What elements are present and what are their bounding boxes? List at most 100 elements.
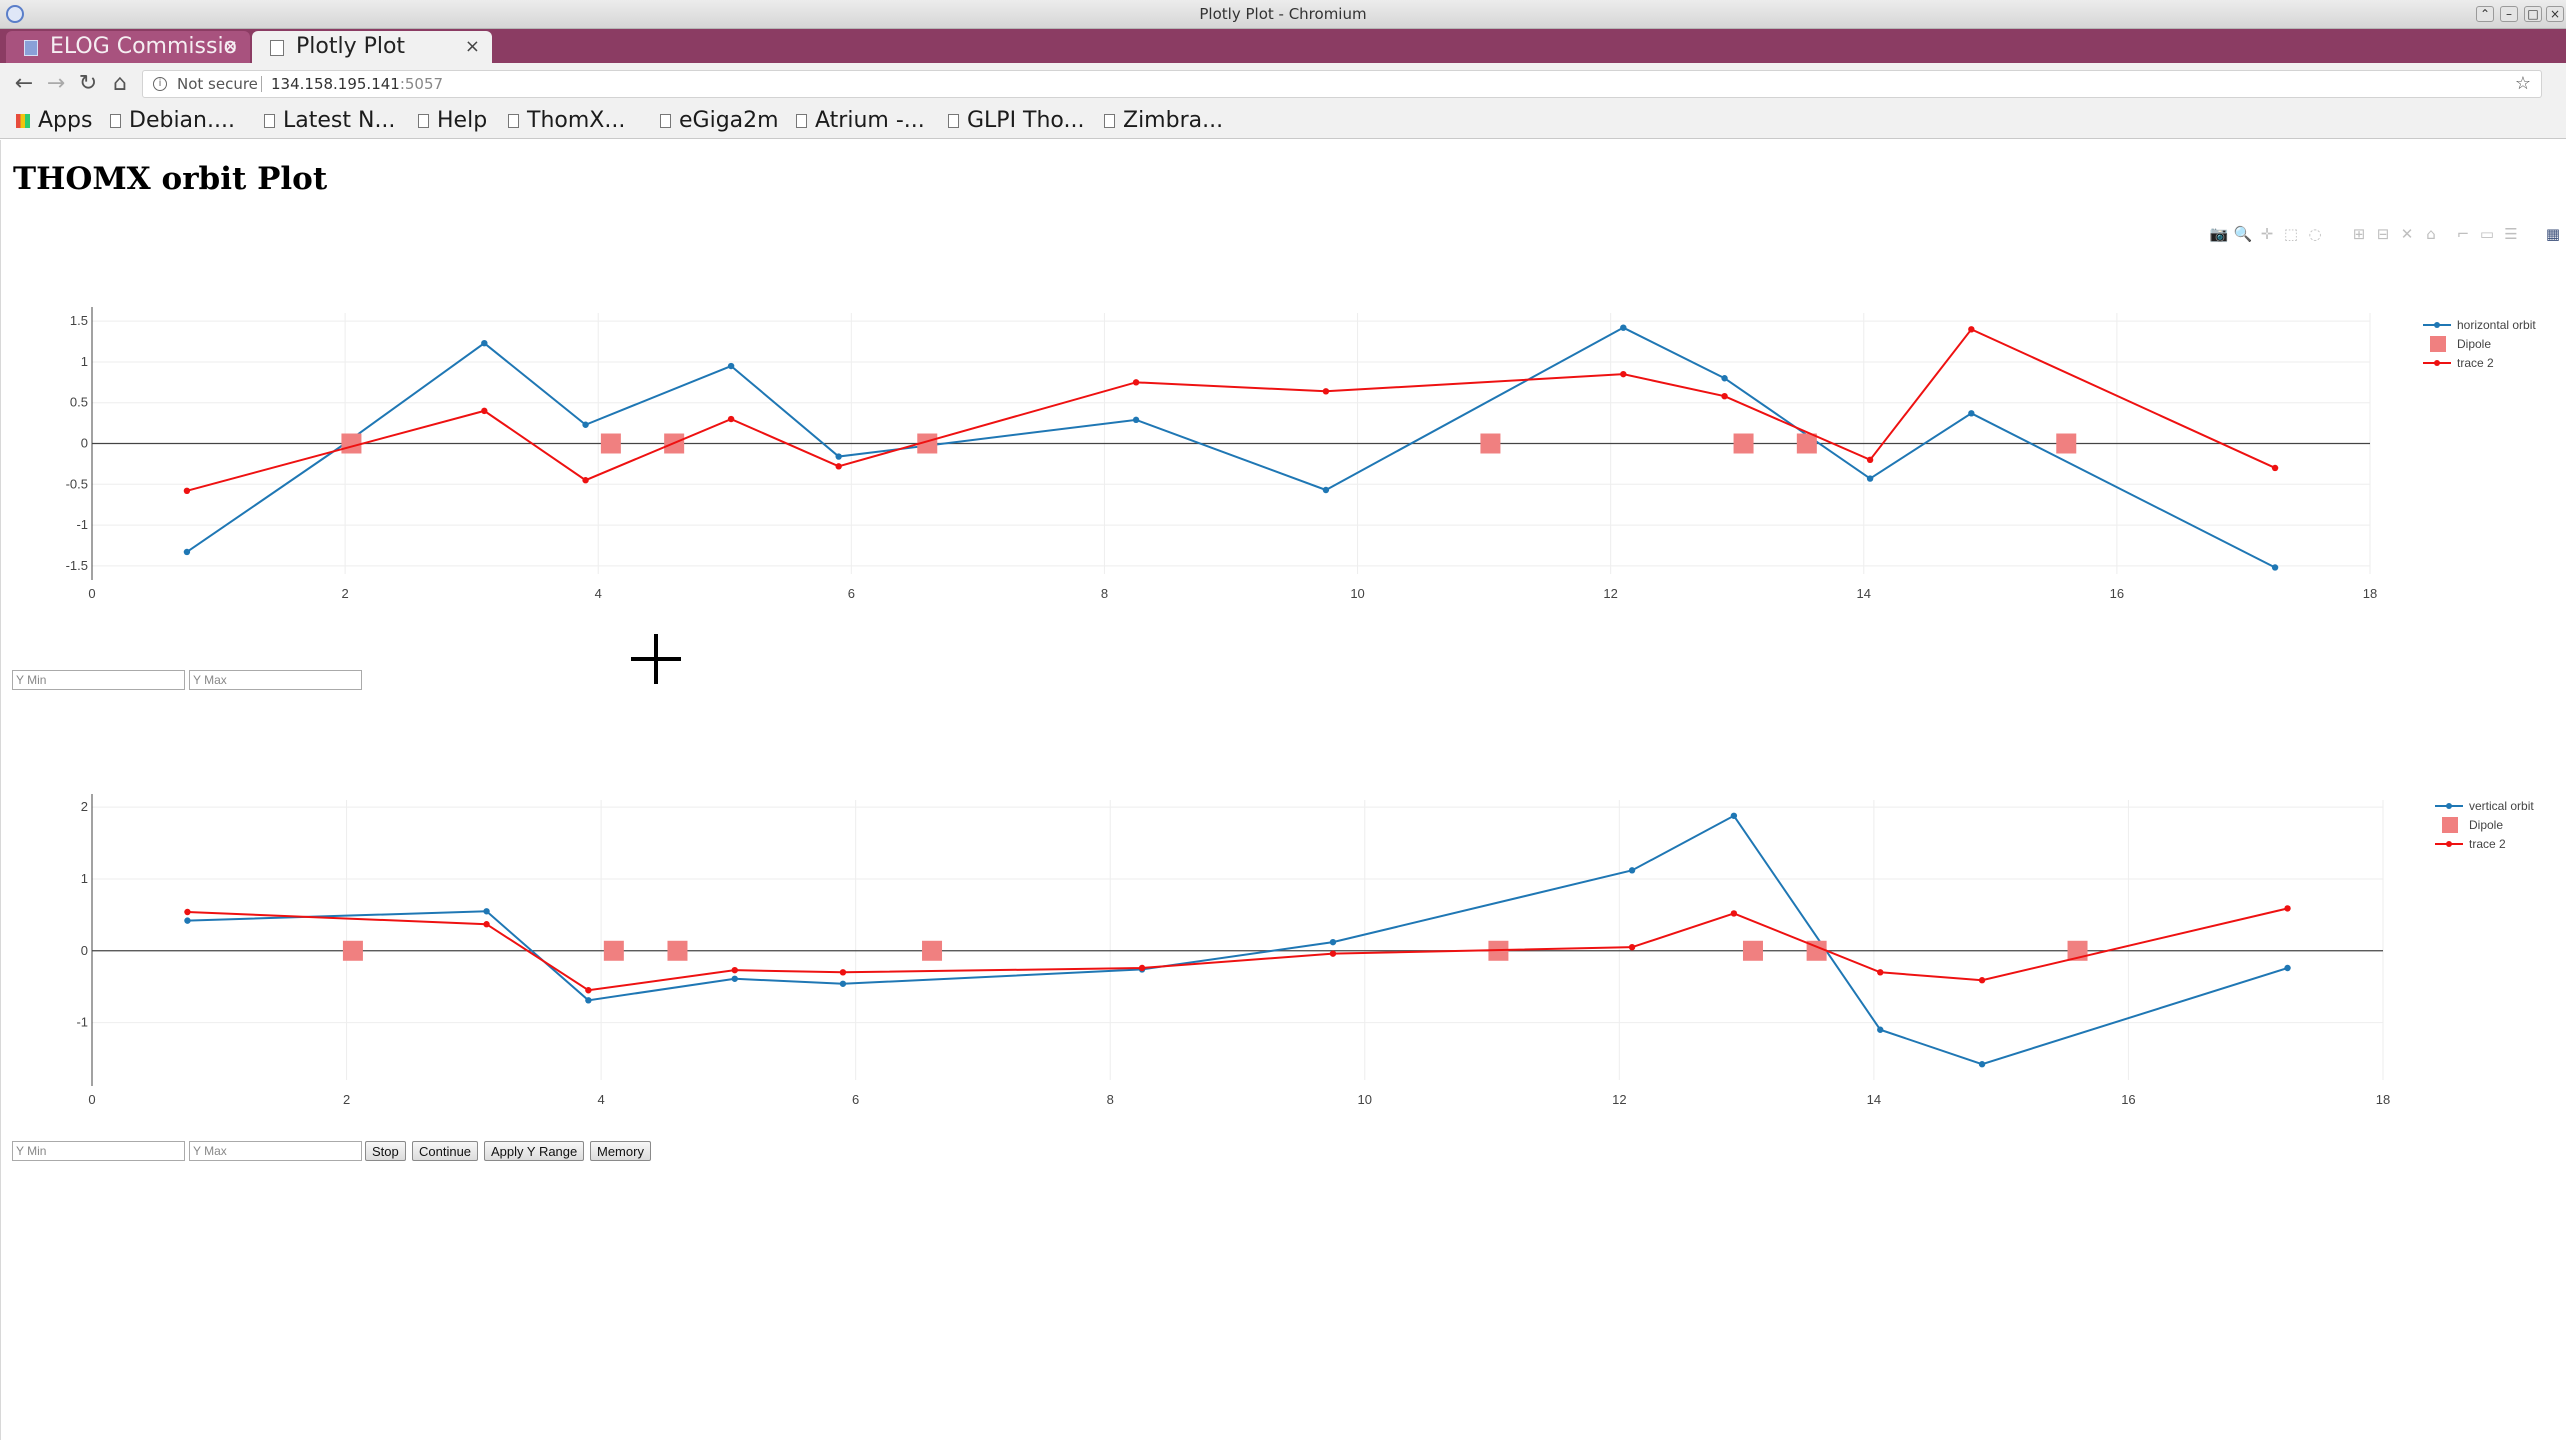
vertical-orbit-chart[interactable]: 0 2 4 6 8 10 12 14 16 18 2 1 0 -1 vertical orbit Dipole… [1, 780, 2566, 1120]
continue-button[interactable]: Continue [412, 1141, 479, 1161]
apply-y-range-button[interactable]: Apply Y Range [484, 1141, 585, 1161]
orbit-point[interactable] [582, 421, 589, 428]
orbit-point[interactable] [184, 917, 191, 924]
back-arrow-icon[interactable]: ← [14, 71, 34, 96]
trace-2-point[interactable] [1730, 910, 1738, 917]
y-max-input-2[interactable] [189, 1141, 362, 1161]
orbit-point[interactable] [1132, 416, 1140, 424]
dipole-marker[interactable] [2056, 433, 2077, 454]
trace-2-point[interactable] [585, 987, 592, 994]
zoom-icon[interactable]: 🔍 [2233, 225, 2253, 243]
plotly-logo-icon[interactable]: ▦ [2545, 225, 2561, 243]
orbit-point[interactable] [483, 908, 490, 915]
orbit-point[interactable] [183, 548, 191, 556]
trace-2-point[interactable] [1620, 370, 1627, 378]
legend-entry[interactable]: trace 2 [2469, 837, 2506, 851]
dipole-marker[interactable] [342, 940, 363, 961]
hover-compare-icon[interactable]: ☰ [2504, 225, 2518, 243]
orbit-point[interactable] [1628, 867, 1636, 874]
orbit-point[interactable] [1329, 938, 1337, 946]
trace-2-point[interactable] [481, 407, 488, 415]
dipole-marker[interactable] [1733, 433, 1754, 454]
maximize-icon[interactable]: □ [2524, 6, 2542, 22]
close-tab-icon[interactable]: × [464, 36, 480, 57]
orbit-point[interactable] [1877, 1026, 1884, 1033]
dipole-marker[interactable] [922, 940, 943, 961]
legend-entry[interactable]: Dipole [2457, 337, 2491, 351]
trace-2-point[interactable] [582, 477, 589, 484]
trace-2-point[interactable] [1877, 969, 1884, 976]
trace-2-point[interactable] [1978, 977, 1986, 984]
trace-2-point[interactable] [1138, 964, 1146, 972]
bookmark-zimbra[interactable]: Zimbra... [1104, 107, 1223, 135]
orbit-point[interactable] [1968, 410, 1975, 417]
legend-entry[interactable]: Dipole [2469, 818, 2503, 832]
zoom-out-icon[interactable]: ⊟ [2376, 225, 2390, 243]
lasso-icon[interactable]: ◌ [2308, 225, 2322, 243]
orbit-point[interactable] [731, 975, 738, 982]
trace-2-point[interactable] [1329, 950, 1337, 957]
trace-2-point[interactable] [1721, 392, 1728, 400]
stop-button[interactable]: Stop [365, 1141, 406, 1161]
reload-icon[interactable]: ↻ [78, 71, 98, 96]
orbit-point[interactable] [2284, 964, 2291, 972]
dipole-marker[interactable] [667, 940, 688, 961]
trace-2-point[interactable] [2284, 905, 2291, 912]
trace-2-point[interactable] [184, 908, 191, 916]
trace-2-point[interactable] [2271, 464, 2279, 472]
legend-entry[interactable]: horizontal orbit [2457, 318, 2536, 332]
dipole-marker[interactable] [917, 433, 938, 454]
orbit-point[interactable] [1730, 812, 1738, 819]
bookmark-egiga2m[interactable]: eGiga2m [660, 107, 779, 135]
dipole-marker[interactable] [1796, 433, 1817, 454]
orbit-point[interactable] [1322, 486, 1330, 494]
minimize-icon[interactable]: – [2500, 6, 2518, 22]
dipole-marker[interactable] [1742, 940, 1763, 961]
close-tab-icon[interactable]: × [222, 36, 238, 57]
forward-arrow-icon[interactable]: → [46, 71, 66, 96]
orbit-point[interactable] [727, 362, 735, 370]
orbit-point[interactable] [585, 997, 592, 1004]
trace-2-point[interactable] [1628, 943, 1636, 951]
bookmark-debian[interactable]: Debian.... [110, 107, 235, 135]
orbit-point[interactable] [481, 339, 488, 347]
autoscale-icon[interactable]: ✕ [2400, 225, 2414, 243]
info-icon[interactable]: i [153, 77, 167, 91]
trace-2-point[interactable] [835, 463, 842, 470]
trace-2-point[interactable] [731, 966, 738, 974]
trace-2-point[interactable] [183, 487, 191, 495]
trace-2-point[interactable] [1866, 456, 1874, 464]
address-bar[interactable]: i Not secure 134.158.195.141:5057 ☆ [142, 70, 2542, 98]
orbit-point[interactable] [1721, 375, 1728, 382]
bookmark-apps[interactable]: Apps [16, 107, 92, 135]
orbit-point[interactable] [1620, 324, 1627, 331]
trace-2-point[interactable] [1132, 379, 1140, 386]
pan-icon[interactable]: ✛ [2260, 225, 2274, 243]
orbit-point[interactable] [835, 453, 842, 460]
orbit-point[interactable] [1978, 1061, 1986, 1068]
spike-lines-icon[interactable]: ⌐ [2456, 225, 2470, 243]
horizontal-orbit-plot[interactable]: 0 2 4 6 8 10 12 14 16 18 1.5 1 0.5 0 -0.5 -1 -1.5 horizon… [1, 290, 2566, 610]
dipole-marker[interactable] [603, 940, 624, 961]
trace-2-point[interactable] [839, 969, 847, 976]
dipole-marker[interactable] [341, 433, 362, 454]
camera-icon[interactable]: 📷 [2209, 225, 2229, 243]
orbit-point[interactable] [839, 980, 847, 987]
dipole-marker[interactable] [600, 433, 621, 454]
zoom-in-icon[interactable]: ⊞ [2352, 225, 2366, 243]
legend-entry[interactable]: vertical orbit [2469, 799, 2534, 813]
y-max-input-1[interactable] [189, 670, 362, 690]
bookmark-latest-news[interactable]: Latest N... [264, 107, 395, 135]
bookmark-glpi[interactable]: GLPI Tho... [948, 107, 1085, 135]
bookmark-help[interactable]: Help [418, 107, 487, 135]
home-icon[interactable]: ⌂ [2426, 225, 2436, 243]
url-text[interactable]: 134.158.195.141:5057 [271, 71, 443, 97]
trace-2-point[interactable] [1968, 326, 1975, 333]
y-min-input-2[interactable] [12, 1141, 185, 1161]
orbit-point[interactable] [2271, 564, 2279, 571]
close-window-icon[interactable]: × [2546, 6, 2564, 22]
bookmark-atrium[interactable]: Atrium -... [796, 107, 925, 135]
hover-closest-icon[interactable]: ▭ [2479, 225, 2495, 243]
orbit-point[interactable] [1866, 475, 1874, 482]
